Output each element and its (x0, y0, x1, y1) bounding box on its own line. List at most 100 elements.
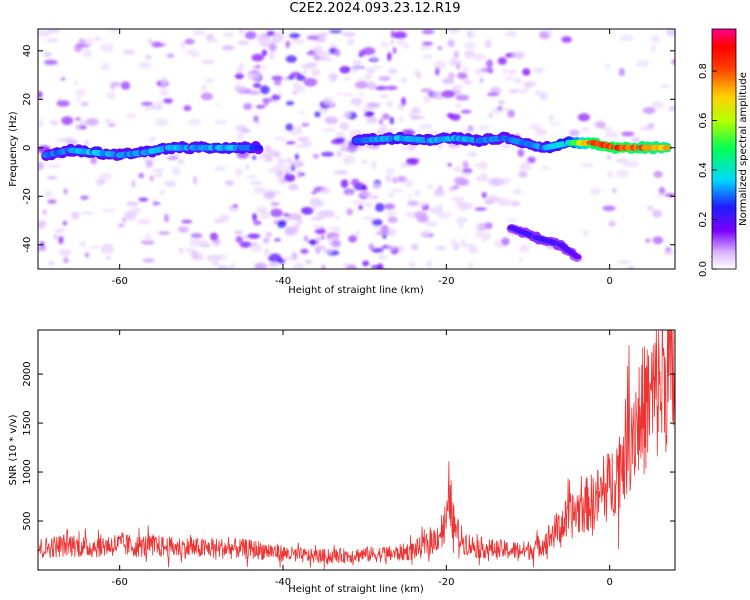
spectrogram-noise-blob (234, 86, 247, 93)
spectrogram-noise-blob (513, 76, 522, 85)
spectrogram-noise-blob (106, 255, 111, 260)
spectrogram-noise-blob (484, 39, 492, 48)
spectrogram-noise-blob (100, 247, 115, 254)
spectrogram-noise-blob (668, 106, 675, 111)
spectrogram-noise-blob (371, 183, 381, 190)
spectrogram-noise-blob (264, 144, 272, 153)
spectrogram-noise-blob (365, 101, 380, 110)
spectrogram-noise-blob (663, 251, 675, 255)
spectrogram-noise-blob (181, 219, 193, 224)
spectrogram-noise-blob (636, 59, 650, 68)
spectrogram-noise-blob (316, 245, 326, 250)
spectrogram-noise-blob (501, 143, 511, 149)
spectrogram-noise-blob (646, 205, 655, 211)
spectrogram-noise-blob (177, 226, 190, 233)
spectrogram-noise-blob (400, 77, 408, 84)
spectrogram-noise-blob (549, 122, 562, 126)
spectrogram-noise-blob (462, 160, 469, 169)
spectrogram-noise-blob (427, 260, 432, 269)
spectrogram-noise-blob (268, 253, 282, 263)
spectrogram-noise-blob (253, 115, 259, 123)
spectrogram-noise-blob (366, 67, 376, 75)
spectrogram-noise-blob (271, 94, 281, 101)
spectrogram-noise-blob (497, 202, 510, 206)
spectrogram-noise-blob (147, 38, 153, 44)
spectrogram-noise-blob (548, 115, 555, 121)
spectrogram-noise-blob (191, 53, 200, 58)
spectrogram-noise-blob (289, 33, 301, 39)
spectrogram-noise-blob (372, 219, 383, 226)
spectrogram-noise-blob (158, 231, 171, 235)
spectrogram-noise-blob (179, 247, 184, 254)
y-tick-label: -40 (22, 237, 33, 253)
spectrogram-noise-blob (466, 31, 472, 37)
spectrogram-noise-blob (193, 175, 198, 185)
spectrogram-noise-blob (378, 76, 392, 81)
spectrogram-noise-blob (627, 266, 635, 269)
spectrogram-noise-blob (427, 53, 432, 60)
spectrogram-noise-blob (58, 235, 64, 245)
spectrogram-noise-blob (464, 50, 476, 59)
spectrogram-noise-blob (606, 153, 612, 161)
spectrogram-noise-blob (386, 246, 396, 251)
spectrogram-noise-blob (515, 53, 523, 60)
spectrogram-noise-blob (416, 72, 422, 79)
colorbar-frame (711, 28, 737, 270)
spectrogram-x-ticks: -60 -40 -20 0 (111, 29, 613, 287)
spectrogram-noise-blob (138, 172, 145, 179)
spectrogram-noise-blob (389, 116, 394, 125)
spectrogram-noise-blob (137, 219, 151, 225)
spectrogram-noise-blob (106, 91, 116, 100)
spectrogram-noise-blob (498, 100, 505, 105)
spectrogram-noise-blob (314, 228, 326, 235)
spectrogram-noise-blob (371, 248, 384, 253)
spectrogram-noise-blob (138, 61, 152, 69)
x-tick-label: 0 (606, 577, 612, 588)
spectrogram-noise-blob (303, 77, 318, 87)
spectrogram-noise-blob (652, 209, 662, 218)
spectrogram-noise-blob (155, 100, 164, 109)
spectrogram-noise-blob (359, 91, 364, 97)
spectrogram-noise-blob (540, 166, 550, 171)
spectrogram-noise-blob (110, 85, 116, 90)
spectrogram-noise-blob (528, 123, 542, 130)
spectrogram-noise-blob (85, 38, 94, 47)
spectrogram-noise-blob (356, 66, 363, 70)
spectrogram-noise-blob (322, 97, 334, 106)
spectrogram-noise-blob (368, 243, 375, 251)
spectrogram-noise-blob (666, 29, 675, 37)
spectrogram-noise-blob (154, 43, 166, 47)
spectrogram-noise-blob (362, 260, 370, 267)
spectrogram-noise-blob (160, 77, 168, 86)
spectrogram-noise-blob (100, 43, 114, 53)
spectrogram-noise-blob (320, 187, 331, 195)
spectrogram-noise-blob (361, 185, 368, 192)
spectrogram-noise-blob (420, 230, 431, 237)
spectrogram-noise-blob (244, 31, 257, 40)
spectrogram-noise-blob (486, 59, 493, 68)
spectrogram-noise-blob (334, 48, 341, 57)
spectrogram-noise-blob (221, 45, 235, 51)
spectrogram-noise-blob (608, 221, 616, 227)
spectrogram-noise-blob (75, 43, 90, 49)
spectrogram-noise-blob (271, 35, 284, 44)
spectrogram-noise-blob (38, 161, 45, 171)
spectrogram-noise-blob (49, 119, 59, 126)
spectrogram-noise-blob (371, 55, 378, 60)
spectrogram-noise-blob (356, 145, 365, 152)
spectrogram-noise-blob (138, 197, 149, 202)
spectrogram-noise-blob (455, 94, 470, 101)
spectrogram-noise-blob (90, 156, 98, 165)
spectrogram-noise-blob (368, 57, 379, 62)
spectrogram-noise-blob (161, 91, 170, 96)
spectrogram-noise-blob (333, 170, 340, 176)
spectrogram-noise-blob (607, 170, 614, 179)
spectrogram-noise-blob (378, 118, 383, 126)
colorbar-label: Normalized spectral amplitude (738, 72, 749, 226)
spectrogram-noise-blob (287, 74, 295, 80)
spectrogram-noise-blob (405, 158, 419, 166)
spectrogram-noise-blob (304, 259, 312, 265)
spectrogram-noise-blob (251, 53, 264, 62)
spectrogram-noise-blob (346, 264, 357, 269)
spectrogram-noise-blob (271, 75, 283, 81)
